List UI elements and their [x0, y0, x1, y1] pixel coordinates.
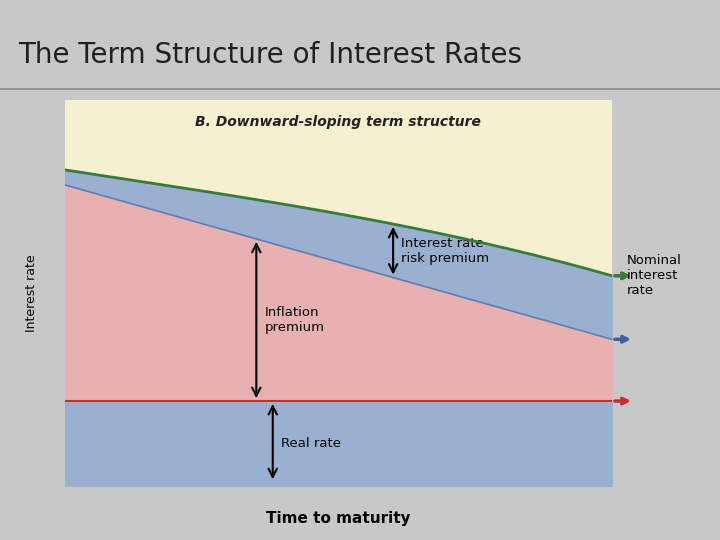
- Text: Nominal
interest
rate: Nominal interest rate: [626, 254, 681, 298]
- Text: Interest rate
risk premium: Interest rate risk premium: [401, 237, 490, 265]
- Text: Time to maturity: Time to maturity: [266, 511, 410, 526]
- Text: Real rate: Real rate: [281, 437, 341, 450]
- Text: Inflation
premium: Inflation premium: [264, 306, 325, 334]
- Text: The Term Structure of Interest Rates: The Term Structure of Interest Rates: [18, 41, 522, 69]
- Text: Interest rate: Interest rate: [25, 254, 38, 332]
- Text: B. Downward-sloping term structure: B. Downward-sloping term structure: [195, 116, 482, 130]
